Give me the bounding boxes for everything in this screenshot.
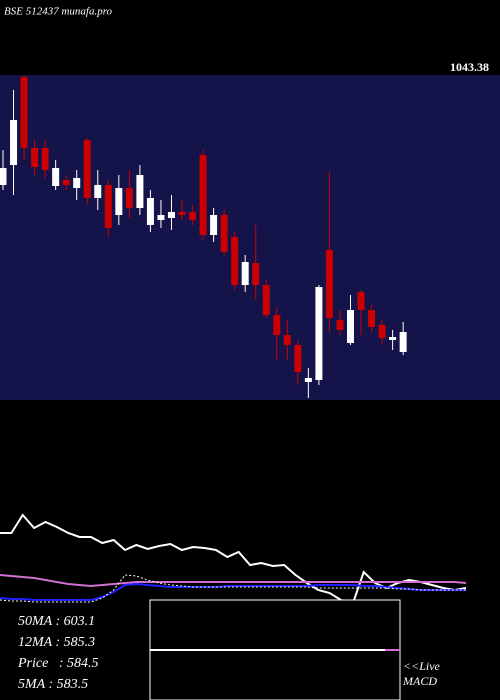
candle-body <box>304 378 312 382</box>
candle-body <box>41 148 49 170</box>
candle-body <box>252 263 260 285</box>
candle-body <box>178 212 186 215</box>
candle-body <box>241 262 249 285</box>
candle-body <box>31 148 39 167</box>
candle-body <box>83 140 91 198</box>
ma-line <box>0 574 466 603</box>
candle-body <box>0 168 7 185</box>
candle-body <box>20 77 28 148</box>
macd-label: <<Live <box>403 659 441 673</box>
candle-body <box>167 212 175 218</box>
ma-label: 50MA : 603.1 <box>18 614 95 629</box>
ma-line <box>0 582 466 601</box>
candle-body <box>283 335 291 345</box>
candle-body <box>315 287 323 380</box>
candle-body <box>136 175 144 208</box>
candle-body <box>104 185 112 228</box>
candle-body <box>220 215 228 252</box>
candle-body <box>210 215 218 235</box>
candle-body <box>115 188 123 215</box>
candle-body <box>325 250 333 318</box>
price-label: 1043.38 <box>450 60 489 74</box>
candle-body <box>189 212 197 220</box>
candle-body <box>336 320 344 330</box>
candle-body <box>157 215 165 220</box>
candle-body <box>389 337 397 340</box>
candle-body <box>273 315 281 335</box>
candle-body <box>357 292 365 310</box>
ma-label: 5MA : 583.5 <box>18 677 88 692</box>
chart-title: BSE 512437 munafa.pro <box>4 6 113 18</box>
candle-body <box>294 345 302 372</box>
candle-body <box>146 198 154 225</box>
candle-body <box>231 237 239 285</box>
candle-body <box>62 180 70 185</box>
candle-body <box>52 168 60 186</box>
candle-body <box>346 310 354 343</box>
candle-body <box>199 155 207 235</box>
candle-body <box>73 178 81 188</box>
ma-label: 12MA : 585.3 <box>18 635 95 650</box>
candle-body <box>125 188 133 208</box>
candle-body <box>10 120 18 165</box>
price-panel <box>0 75 500 400</box>
ma-line <box>0 574 467 588</box>
macd-label: MACD <box>402 674 437 688</box>
candle-body <box>368 310 376 327</box>
ma-label: Price : 584.5 <box>17 656 98 671</box>
candle-body <box>399 332 407 352</box>
candle-body <box>262 285 270 315</box>
candle-body <box>94 185 102 198</box>
candle-body <box>378 325 386 338</box>
